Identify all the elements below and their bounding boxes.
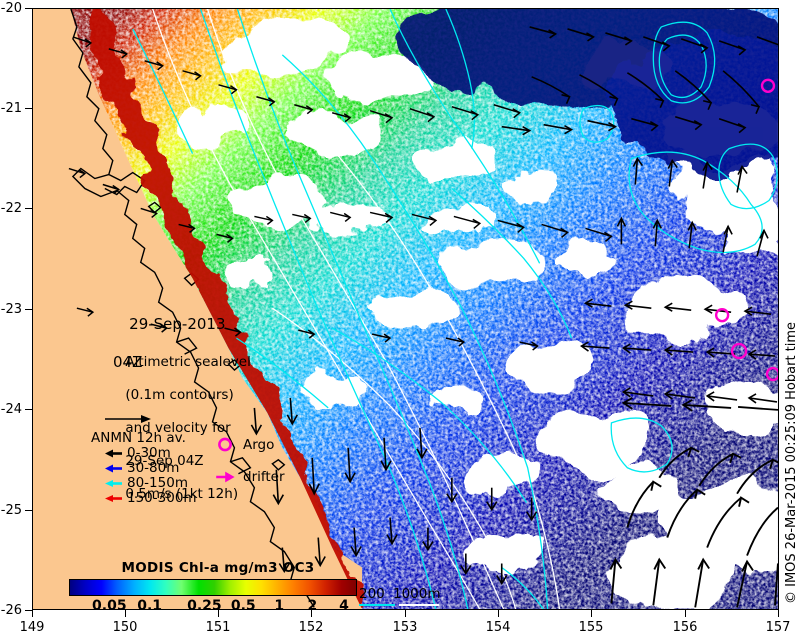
isobath-1000m bbox=[152, 9, 561, 609]
map-plot-area: 29-Sep-2013 04Z Altimetric sealevel (0.1… bbox=[32, 8, 779, 610]
mooring-legend-row: 80-150m bbox=[91, 476, 197, 491]
date-line-1: 29-Sep-2013 bbox=[129, 315, 226, 333]
desc-line-1: (0.1m contours) bbox=[125, 386, 234, 403]
legend-row-drifter: drifter bbox=[216, 468, 285, 485]
y-tick-label: -24 bbox=[0, 402, 22, 417]
legend-row-argo: Argo bbox=[216, 436, 285, 453]
velocity-vector-field bbox=[68, 26, 778, 608]
mooring-depth-label: 150-300m bbox=[127, 490, 197, 506]
x-tick-label: 156 bbox=[672, 620, 698, 635]
colorbar-tick: 0.1 bbox=[137, 598, 163, 609]
x-tick-mark bbox=[311, 610, 312, 617]
y-tick-mark bbox=[25, 208, 32, 209]
mooring-depth-label: 0-30m bbox=[127, 445, 171, 461]
desc-line-3: 29-Sep 04Z bbox=[125, 452, 204, 469]
x-tick-label: 155 bbox=[578, 620, 604, 635]
colorbar-tick: 0.25 bbox=[187, 598, 222, 609]
y-tick-label: -22 bbox=[0, 201, 22, 216]
velocity-scale-arrow-icon bbox=[105, 415, 151, 423]
legend-label-argo: Argo bbox=[243, 436, 275, 453]
mooring-legend-row: 0-30m bbox=[91, 446, 197, 461]
x-tick-mark bbox=[405, 610, 406, 617]
bathymetry-legend: 200 1000m bbox=[359, 586, 451, 609]
colorbar-tick: 0.05 bbox=[92, 598, 127, 609]
y-tick-mark bbox=[25, 610, 32, 611]
arrow-left-icon-0-30m bbox=[105, 449, 122, 458]
x-tick-mark bbox=[778, 610, 779, 617]
x-tick-label: 149 bbox=[19, 620, 45, 635]
bathy-line-1000 bbox=[399, 604, 439, 606]
colorbar-tick: 2 bbox=[307, 598, 318, 609]
arrow-left-icon-30-80m bbox=[105, 464, 122, 473]
bathy-label-200: 200 bbox=[359, 586, 385, 602]
colorbar-tick: 1 bbox=[274, 598, 285, 609]
y-tick-mark bbox=[25, 8, 32, 9]
mooring-depth-label: 30-80m bbox=[127, 460, 180, 476]
y-tick-label: -25 bbox=[0, 503, 22, 518]
circle-marker-icon bbox=[218, 437, 232, 452]
x-tick-mark bbox=[685, 610, 686, 617]
y-tick-mark bbox=[25, 309, 32, 310]
y-tick-label: -20 bbox=[0, 1, 22, 16]
x-tick-mark bbox=[591, 610, 592, 617]
bathy-line-200 bbox=[359, 604, 395, 606]
mooring-legend-row: 150-300m bbox=[91, 491, 197, 506]
arrow-left-icon-150-300m bbox=[105, 495, 122, 502]
colorbar bbox=[69, 579, 357, 596]
x-tick-label: 154 bbox=[485, 620, 511, 635]
map-canvas bbox=[33, 9, 778, 609]
argo-float-markers[interactable] bbox=[714, 78, 778, 382]
y-tick-label: -23 bbox=[0, 302, 22, 317]
x-tick-label: 157 bbox=[765, 620, 791, 635]
date-annotation: 29-Sep-2013 04Z bbox=[91, 296, 226, 410]
platform-marker-legend: Argo drifter bbox=[216, 436, 285, 500]
bathy-label-1000: 1000m bbox=[393, 586, 441, 602]
colorbar-tick: 0.5 bbox=[230, 598, 256, 609]
mooring-legend-header: ANMN 12h av. bbox=[91, 430, 186, 446]
y-tick-mark bbox=[25, 409, 32, 410]
colorbar-title: MODIS Chl-a mg/m3 OC3 bbox=[121, 560, 315, 576]
coastline bbox=[70, 9, 315, 608]
y-tick-mark bbox=[25, 108, 32, 109]
x-tick-mark bbox=[218, 610, 219, 617]
sealevel-contours bbox=[132, 9, 778, 609]
credit-text: © IMOS 26-Mar-2015 00:25:09 Hobart time bbox=[784, 321, 799, 604]
y-tick-label: -21 bbox=[0, 101, 22, 116]
desc-line-0: Altimetric sealevel bbox=[125, 353, 251, 370]
colorbar-tick: 4 bbox=[339, 598, 349, 609]
x-tick-label: 150 bbox=[112, 620, 138, 635]
y-tick-label: -26 bbox=[0, 603, 22, 618]
legend-label-drifter: drifter bbox=[243, 468, 285, 485]
colorbar-tick-labels: 0.05 0.1 0.25 0.5 1 2 4 bbox=[69, 598, 357, 609]
arrow-left-icon-80-150m bbox=[105, 480, 122, 487]
x-tick-label: 152 bbox=[298, 620, 324, 635]
date-line-2: 04Z bbox=[113, 353, 143, 371]
desc-line-4: 0.5m/s (1kt 12h) bbox=[125, 485, 239, 502]
description-annotation: Altimetric sealevel (0.1m contours) and … bbox=[91, 337, 251, 519]
desc-line-2: and velocity for bbox=[125, 419, 231, 436]
x-tick-mark bbox=[498, 610, 499, 617]
y-tick-mark bbox=[25, 510, 32, 511]
x-tick-mark bbox=[32, 610, 33, 617]
mooring-legend: ANMN 12h av. 0-30m 30-80m bbox=[91, 431, 197, 506]
x-tick-mark bbox=[125, 610, 126, 617]
x-tick-label: 153 bbox=[392, 620, 418, 635]
drifter-arrow-icon bbox=[216, 471, 235, 483]
mooring-legend-row: 30-80m bbox=[91, 461, 197, 476]
x-tick-label: 151 bbox=[205, 620, 231, 635]
mooring-depth-label: 80-150m bbox=[127, 475, 188, 491]
